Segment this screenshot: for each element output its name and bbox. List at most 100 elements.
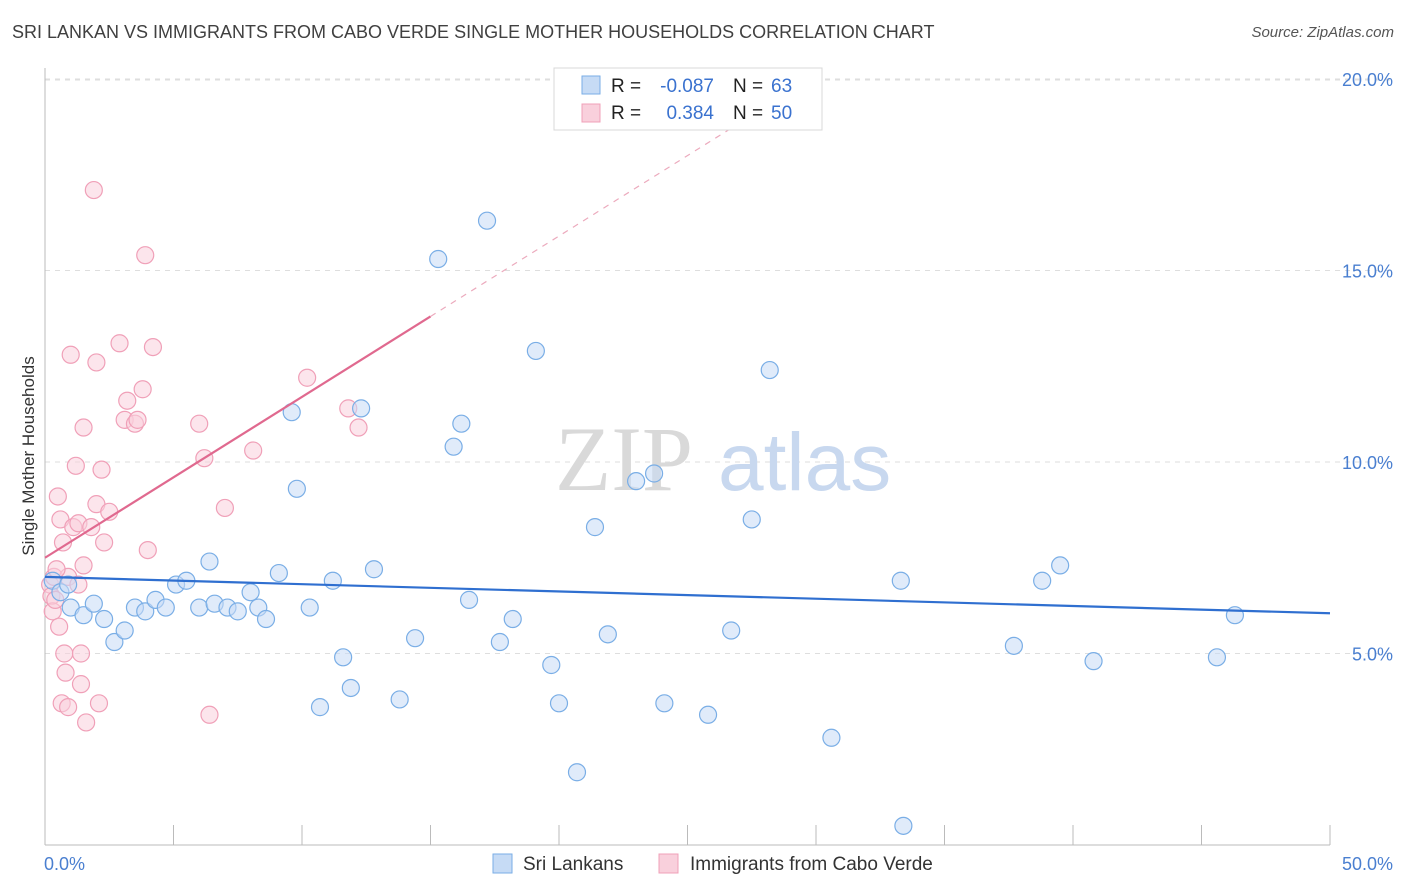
sri-lankans-point (136, 602, 155, 621)
sri-lankans-point (526, 341, 545, 361)
cabo-verde-point (55, 644, 74, 663)
sri-lankans-point (1051, 556, 1070, 575)
trend-line-sri-lankans (44, 575, 1331, 615)
legend-swatch-cabo-verde (658, 853, 679, 874)
sri-lankans-point (742, 510, 761, 529)
sri-lankans-point (429, 249, 448, 269)
sri-lankans-point (105, 632, 124, 652)
cabo-verde-point (66, 456, 85, 475)
cabo-verde-point (200, 705, 219, 724)
sri-lankans-point (585, 518, 605, 537)
sri-lankans-point (59, 575, 78, 594)
sri-lankans-point (334, 648, 353, 667)
sri-lankans-point (405, 629, 425, 648)
sri-lankans-point (891, 571, 910, 590)
stats-n-label: N = (733, 103, 763, 124)
cabo-verde-point (190, 414, 209, 433)
sri-lankans-point (269, 563, 288, 583)
sri-lankans-point (626, 472, 646, 491)
sri-lankans-point (452, 414, 471, 433)
chart-title: SRI LANKAN VS IMMIGRANTS FROM CABO VERDE… (12, 22, 935, 42)
stats-legend: R = -0.087 N = 63 R = 0.384 N = 50 (553, 67, 823, 131)
sri-lankans-point (84, 594, 103, 613)
sri-lankans-point (300, 598, 319, 617)
cabo-verde-point (59, 698, 78, 717)
cabo-verde-point (61, 345, 80, 364)
bottom-legend: Sri Lankans Immigrants from Cabo Verde (492, 853, 933, 875)
watermark-zip: ZIP (555, 408, 693, 510)
sri-lankans-point (598, 625, 617, 644)
sri-lankans-point (190, 598, 209, 617)
sri-lankans-point (341, 678, 360, 698)
sri-lankans-point (115, 621, 134, 640)
cabo-verde-point (77, 713, 96, 732)
cabo-verde-point (74, 418, 93, 437)
sri-lankans-point (1084, 652, 1103, 671)
sri-lankans-point (1033, 571, 1052, 590)
cabo-verde-point (244, 441, 263, 460)
trend-lines (44, 114, 1331, 615)
y-tick-labels: 5.0% 10.0% 15.0% 20.0% (1342, 70, 1393, 665)
cabo-verde-point (71, 644, 91, 663)
cabo-verde-point (95, 533, 114, 552)
cabo-verde-point (87, 353, 106, 372)
stats-r-label: R = (611, 76, 641, 97)
y-tick-label: 10.0% (1342, 453, 1393, 473)
sri-lankans-point (74, 606, 93, 625)
sri-lankans-point (567, 763, 587, 782)
stats-r-value: -0.087 (660, 76, 714, 97)
legend-swatch-sri-lankans (492, 853, 513, 874)
sri-lankans-point (1225, 606, 1245, 625)
cabo-verde-point (89, 694, 109, 713)
cabo-verde-point (84, 180, 103, 200)
sri-lankans-point (655, 694, 674, 713)
stats-swatch-sri-lankans (581, 75, 601, 95)
cabo-verde-point (138, 540, 157, 560)
x-tick-label-right: 50.0% (1342, 854, 1393, 874)
cabo-verde-point (136, 246, 155, 265)
sri-lankans-point (822, 728, 841, 747)
sri-lankans-point (477, 211, 497, 230)
sri-lankans-point (323, 571, 342, 590)
sri-lankans-point (542, 655, 561, 675)
legend-label-sri-lankans: Sri Lankans (523, 854, 623, 875)
sri-lankans-point (698, 705, 718, 724)
trend-line-cabo-verde-extension (430, 114, 753, 317)
sri-lankans-point (760, 360, 779, 380)
sri-lankans-point (503, 609, 522, 629)
sri-lankans-point (364, 560, 384, 579)
cabo-verde-point (110, 334, 129, 353)
sri-lankans-point (287, 479, 306, 498)
sri-lankans-point (200, 552, 219, 571)
stats-r-label: R = (611, 103, 641, 124)
stats-swatch-cabo-verde (581, 103, 601, 123)
sri-lankans-point (241, 583, 260, 602)
cabo-verde-point (118, 391, 137, 410)
series-sri-lankans-points (43, 211, 1245, 835)
sri-lankans-point (444, 437, 463, 456)
cabo-verde-point (298, 368, 317, 387)
stats-n-value: 50 (771, 103, 792, 124)
axes (44, 68, 1331, 846)
cabo-verde-point (74, 556, 93, 575)
sri-lankans-point (95, 609, 114, 629)
cabo-verde-point (215, 498, 234, 518)
y-tick-label: 5.0% (1352, 645, 1393, 665)
sri-lankans-point (549, 694, 569, 713)
stats-n-value: 63 (771, 76, 792, 97)
cabo-verde-point (92, 460, 111, 479)
sri-lankans-point (156, 598, 175, 617)
x-tick-label-left: 0.0% (44, 854, 85, 874)
sri-lankans-point (390, 690, 409, 709)
cabo-verde-point (349, 418, 368, 437)
trend-line-cabo-verde (44, 315, 432, 559)
stats-r-value: 0.384 (666, 103, 714, 124)
sri-lankans-point (228, 602, 247, 621)
cabo-verde-point (128, 410, 147, 429)
sri-lankans-point (352, 399, 371, 418)
cabo-verde-point (56, 663, 75, 682)
series-cabo-verde-points (41, 180, 368, 732)
sri-lankans-point (459, 590, 479, 609)
cabo-verde-point (71, 675, 91, 694)
